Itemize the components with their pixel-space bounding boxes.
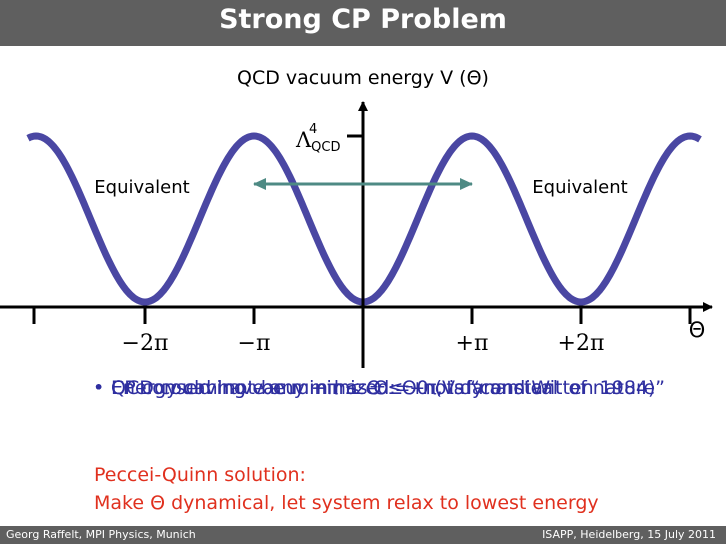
- equivalent-left-label: Equivalent: [94, 177, 189, 198]
- x-tick-label-2pi: +2π: [558, 331, 605, 356]
- x-axis-label: Θ: [689, 318, 706, 342]
- title-bar: [0, 0, 726, 46]
- footer-event: ISAPP, Heidelberg, 15 July 2011: [542, 528, 716, 541]
- x-tick-label-neg2pi: −2π: [122, 331, 169, 356]
- x-tick-label-pi: +π: [456, 331, 489, 356]
- equivalent-right-label: Equivalent: [532, 177, 627, 198]
- x-tick-label-negpi: −π: [238, 331, 271, 356]
- y-tick-label: ΛQCD: [295, 128, 341, 155]
- y-tick-superscript: 4: [309, 122, 317, 137]
- solution-text: Make Θ dynamical, let system relax to lo…: [94, 492, 599, 514]
- slide-title: Strong CP Problem: [219, 4, 507, 35]
- footer-author: Georg Raffelt, MPI Physics, Munich: [6, 528, 196, 541]
- y-axis-label: QCD vacuum energy V (Θ): [237, 67, 489, 89]
- footer-bar: Georg Raffelt, MPI Physics, Munich ISAPP…: [0, 526, 726, 544]
- solution-heading: Peccei-Quinn solution:: [94, 464, 306, 486]
